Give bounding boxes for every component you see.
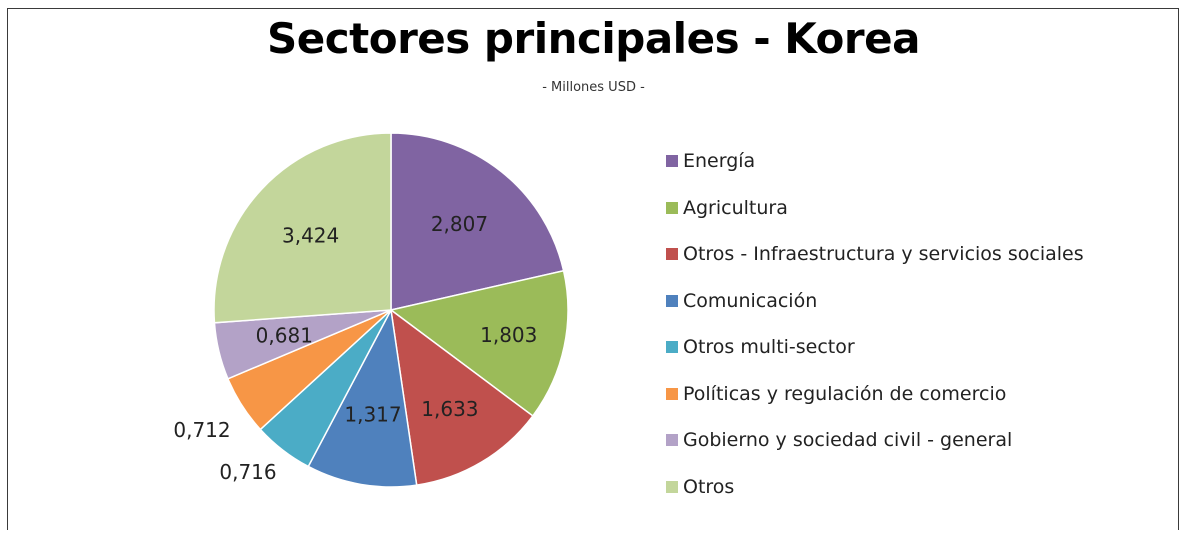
pie-data-labels: 2,807 1,803 1,633 1,317 0,716 0,712 0,681 3,424 xyxy=(173,212,537,484)
data-label: 1,633 xyxy=(421,397,478,421)
legend-item: Energía xyxy=(666,138,1084,185)
chart-subtitle: - Millones USD - xyxy=(542,80,645,95)
legend-label: Otros multi-sector xyxy=(683,336,855,359)
legend-label: Gobierno y sociedad civil - general xyxy=(683,429,1013,452)
legend-label: Comunicación xyxy=(683,289,818,312)
legend-item: Comunicación xyxy=(666,278,1084,325)
legend-item: Agricultura xyxy=(666,185,1084,232)
legend-item: Otros multi-sector xyxy=(666,324,1084,371)
legend-item: Otros xyxy=(666,464,1084,511)
legend-swatch xyxy=(666,341,678,354)
chart-title: Sectores principales - Korea xyxy=(267,14,920,63)
legend-label: Otros - Infraestructura y servicios soci… xyxy=(683,243,1084,266)
data-label: 3,424 xyxy=(282,223,339,247)
legend-swatch xyxy=(666,201,678,214)
pie-slice xyxy=(389,308,534,486)
legend-item: Políticas y regulación de comercio xyxy=(666,371,1084,418)
data-label: 1,317 xyxy=(344,403,401,427)
legend-swatch xyxy=(666,248,678,261)
chart-frame xyxy=(7,8,1179,530)
pie-slice xyxy=(389,269,569,417)
legend-swatch xyxy=(666,155,678,168)
chart-legend: Energía Agricultura Otros - Infraestructur… xyxy=(666,138,1084,510)
data-label: 0,716 xyxy=(219,460,276,484)
legend-swatch xyxy=(666,480,678,493)
data-label: 1,803 xyxy=(480,323,537,347)
legend-item: Gobierno y sociedad civil - general xyxy=(666,417,1084,464)
legend-label: Políticas y regulación de comercio xyxy=(683,382,1007,405)
legend-label: Agricultura xyxy=(683,196,788,219)
legend-label: Energía xyxy=(683,150,756,173)
pie-slice xyxy=(307,307,418,488)
legend-label: Otros xyxy=(683,475,735,498)
legend-swatch xyxy=(666,387,678,400)
data-label: 0,712 xyxy=(173,418,230,442)
pie-slice xyxy=(213,132,392,324)
data-label: 0,681 xyxy=(256,324,313,348)
legend-swatch xyxy=(666,294,678,307)
pie-slices xyxy=(213,132,569,488)
pie-slice xyxy=(390,132,565,311)
legend-swatch xyxy=(666,434,678,447)
data-label: 2,807 xyxy=(431,212,488,236)
legend-item: Otros - Infraestructura y servicios soci… xyxy=(666,231,1084,278)
